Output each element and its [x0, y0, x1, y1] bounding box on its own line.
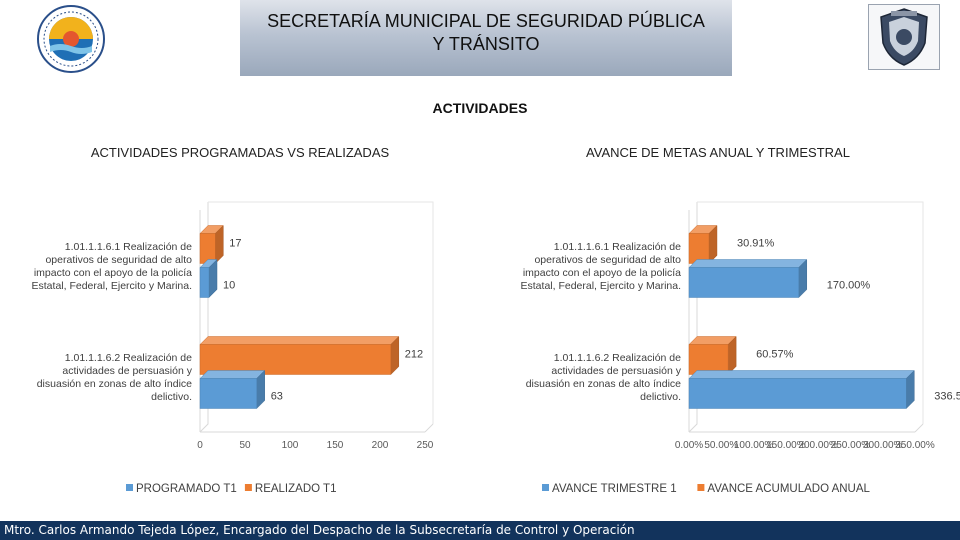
police-badge-icon [868, 4, 940, 70]
category-label: impacto con el apoyo de la policía [34, 267, 192, 279]
category-label: 1.01.1.1.6.2 Realización de [554, 352, 681, 364]
x-tick-label: 200.00% [798, 440, 838, 451]
data-label: 30.91% [737, 238, 775, 250]
legend-swatch-series2 [697, 484, 705, 491]
x-tick-label: 300.00% [863, 440, 903, 451]
axis-floor-edge [424, 423, 434, 433]
chart2-svg: 0.00% 50.00%100.00%150.00%200.00%250.00%3… [521, 201, 960, 495]
chart2-title: AVANCE DE METAS ANUAL Y TRIMESTRAL [586, 145, 850, 160]
category-label: operativos de seguridad de alto [45, 254, 192, 266]
bar-series1-cat2-top [199, 370, 266, 379]
bar-series1-cat2-top [688, 370, 915, 379]
x-tick-label: 0.00% [675, 440, 703, 451]
legend-label-series2: REALIZADO T1 [255, 483, 337, 495]
bar-series2-cat2 [199, 344, 392, 375]
page-title-line2: Y TRÁNSITO [432, 34, 540, 54]
x-tick-label: 250.00% [831, 440, 871, 451]
x-tick-label: 100 [282, 440, 299, 451]
category-label: actividades de persuasión y [551, 365, 681, 377]
data-label: 170.00% [827, 280, 871, 292]
page-title: SECRETARÍA MUNICIPAL DE SEGURIDAD PÚBLIC… [240, 10, 732, 56]
legend-swatch-series1 [542, 484, 549, 491]
x-tick-label: 150 [327, 440, 344, 451]
bar-series1-cat1-top [688, 259, 808, 268]
bar-series2-cat2 [688, 344, 729, 375]
data-label: 10 [223, 280, 235, 292]
legend-label-series1: AVANCE TRIMESTRE 1 [552, 483, 677, 495]
x-tick-label: 50 [239, 440, 251, 451]
category-label: Estatal, Federal, Ejercito y Marina. [521, 280, 681, 292]
data-label: 212 [405, 349, 423, 361]
category-label: 1.01.1.1.6.2 Realización de [65, 352, 192, 364]
legend-swatch-series1 [126, 484, 133, 491]
category-label: disuasión en zonas de alto índice [526, 378, 681, 390]
chart1-svg: 0 50 100 150 200 250 1.01.1.1.6.1 Realización … [32, 201, 434, 495]
data-label: 63 [271, 391, 283, 403]
data-label: 336.51% [934, 391, 960, 403]
bar-series1-cat2 [688, 378, 907, 409]
category-label: impacto con el apoyo de la policía [523, 267, 681, 279]
category-label: actividades de persuasión y [62, 365, 192, 377]
bar-series2-cat1 [199, 233, 216, 264]
x-tick-label: 200 [372, 440, 389, 451]
axis-floor-edge [914, 423, 924, 433]
category-label: delictivo. [640, 391, 681, 403]
category-label: delictivo. [151, 391, 192, 403]
page-title-line1: SECRETARÍA MUNICIPAL DE SEGURIDAD PÚBLIC… [267, 11, 705, 31]
x-tick-label: 250 [417, 440, 434, 451]
data-label: 60.57% [756, 349, 794, 361]
category-label: disuasión en zonas de alto índice [37, 378, 192, 390]
bar-series2-cat1 [688, 233, 710, 264]
section-title: ACTIVIDADES [432, 100, 528, 116]
x-tick-label: 350.00% [895, 440, 935, 451]
bar-series2-cat2-top [199, 336, 400, 345]
x-tick-label: 100.00% [734, 440, 774, 451]
footer-text: Mtro. Carlos Armando Tejeda López, Encar… [4, 523, 635, 537]
x-tick-label: 50.00% [704, 440, 738, 451]
category-label: Estatal, Federal, Ejercito y Marina. [32, 280, 192, 292]
bar-series1-cat1 [199, 267, 210, 298]
chart1-title: ACTIVIDADES PROGRAMADAS VS REALIZADAS [90, 145, 390, 160]
bar-series1-cat2 [199, 378, 257, 409]
axis-wall-back [208, 201, 434, 424]
legend-swatch-series2 [244, 484, 252, 491]
category-label: 1.01.1.1.6.1 Realización de [65, 241, 192, 253]
category-label: 1.01.1.1.6.1 Realización de [554, 241, 681, 253]
x-tick-label: 0 [197, 440, 203, 451]
axis-wall-back [697, 201, 924, 424]
legend-label-series1: PROGRAMADO T1 [136, 483, 237, 495]
bar-series1-cat1 [688, 267, 800, 298]
data-label: 17 [229, 238, 241, 250]
footer-bar: Mtro. Carlos Armando Tejeda López, Encar… [0, 521, 960, 540]
header-banner: SECRETARÍA MUNICIPAL DE SEGURIDAD PÚBLIC… [240, 0, 732, 76]
category-label: operativos de seguridad de alto [534, 254, 681, 266]
municipal-seal-icon [36, 4, 106, 74]
legend-label-series2: AVANCE ACUMULADO ANUAL [707, 483, 870, 495]
x-tick-label: 150.00% [766, 440, 806, 451]
